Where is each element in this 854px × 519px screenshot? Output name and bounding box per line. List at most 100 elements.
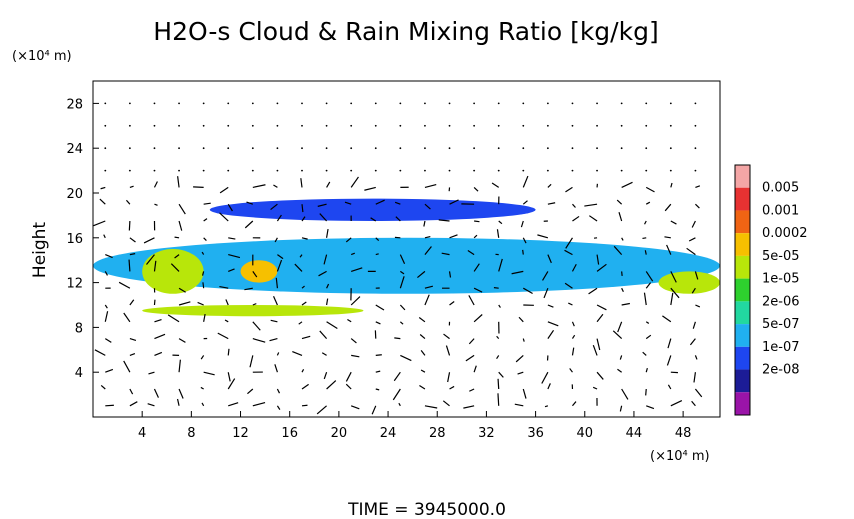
- wind-dot: [374, 169, 377, 172]
- wind-arrow: [153, 181, 158, 188]
- wind-dot: [399, 102, 402, 105]
- y-tick-label: 12: [66, 277, 83, 292]
- wind-arrow: [246, 201, 254, 205]
- wind-dot: [497, 124, 500, 127]
- wind-arrow: [370, 217, 377, 222]
- wind-arrow: [596, 263, 607, 272]
- wind-arrow: [621, 181, 633, 188]
- wind-arrow: [244, 287, 253, 291]
- wind-dot: [202, 169, 205, 172]
- wind-arrow: [201, 251, 205, 255]
- wind-dot: [424, 124, 426, 127]
- wind-arrow: [252, 338, 266, 343]
- wind-arrow: [170, 263, 180, 272]
- wind-arrow: [399, 276, 405, 289]
- wind-arrow: [197, 301, 204, 306]
- x-tick-label: 16: [281, 426, 298, 441]
- wind-arrow: [417, 270, 426, 279]
- wind-arrow: [449, 385, 455, 390]
- wind-arrow: [670, 271, 677, 283]
- colorbar-frame: [734, 164, 751, 416]
- wind-arrow: [227, 203, 233, 212]
- wind-arrow: [301, 285, 305, 289]
- wind-arrow: [448, 271, 452, 278]
- wind-dot: [374, 102, 377, 105]
- wind-arrow: [252, 303, 257, 306]
- wind-dot: [596, 147, 598, 150]
- wind-arrow: [128, 220, 131, 231]
- wind-arrow: [228, 254, 241, 259]
- wind-arrow: [441, 252, 450, 256]
- wind-arrow: [351, 354, 360, 358]
- wind-arrow: [129, 388, 134, 395]
- wind-arrow: [497, 393, 500, 406]
- wind-arrow: [645, 388, 647, 396]
- wind-arrow: [104, 311, 109, 322]
- wind-arrow: [321, 352, 327, 356]
- colorbar-swatch: [735, 233, 750, 256]
- x-tick-label: 40: [576, 426, 593, 441]
- wind-arrow: [694, 355, 698, 360]
- y-tick-label: 4: [75, 366, 83, 381]
- wind-arrow: [493, 287, 499, 289]
- x-tick-label: 4: [138, 426, 146, 441]
- wind-arrow: [224, 319, 229, 323]
- wind-arrow: [350, 405, 360, 410]
- wind-arrow: [449, 234, 458, 239]
- wind-arrow: [129, 299, 135, 306]
- wind-arrow: [252, 321, 261, 331]
- wind-dot: [669, 169, 672, 172]
- wind-arrow: [301, 216, 306, 222]
- wind-arrow: [148, 371, 155, 375]
- wind-dot: [178, 147, 180, 150]
- wind-arrow: [621, 237, 624, 241]
- wind-dot: [669, 124, 672, 127]
- wind-arrow: [154, 351, 163, 356]
- wind-arrow: [154, 203, 158, 206]
- wind-arrow: [565, 186, 573, 193]
- wind-dot: [669, 102, 672, 105]
- wind-dot: [473, 147, 476, 150]
- wind-arrow: [617, 321, 623, 333]
- colorbar-swatch: [735, 301, 750, 325]
- wind-arrow: [424, 246, 432, 255]
- wind-arrow: [202, 282, 205, 289]
- wind-dot: [374, 147, 377, 150]
- wind-arrow: [103, 234, 106, 239]
- wind-arrow: [473, 287, 483, 293]
- wind-arrow: [154, 333, 166, 340]
- wind-arrow: [203, 202, 211, 205]
- wind-arrow: [227, 378, 236, 390]
- wind-arrow: [691, 400, 696, 407]
- wind-dot: [620, 102, 623, 105]
- wind-arrow: [375, 354, 382, 356]
- wind-arrow: [247, 388, 254, 395]
- wind-arrow: [463, 405, 475, 409]
- colorbar-level-label: 0.001: [762, 203, 799, 218]
- wind-arrow: [345, 383, 352, 390]
- wind-dot: [448, 147, 451, 150]
- wind-dot: [473, 102, 476, 105]
- wind-dot: [571, 124, 574, 127]
- x-tick-label: 24: [380, 426, 397, 441]
- wind-arrow: [219, 186, 229, 194]
- wind-arrow: [666, 244, 672, 255]
- wind-arrow: [686, 247, 696, 256]
- wind-arrow: [178, 220, 183, 231]
- wind-dot: [694, 124, 697, 127]
- wind-dot: [227, 124, 230, 127]
- wind-arrow: [400, 270, 405, 275]
- colorbar-swatch: [735, 210, 750, 234]
- wind-dot: [104, 147, 107, 150]
- wind-dot: [546, 147, 549, 150]
- x-tick-label: 8: [187, 426, 195, 441]
- wind-arrow: [400, 354, 412, 362]
- wind-arrow: [644, 250, 647, 255]
- wind-dot: [350, 124, 353, 127]
- wind-arrow: [491, 182, 500, 188]
- colorbar-swatch: [735, 346, 750, 370]
- wind-arrow: [537, 234, 549, 239]
- wind-arrow: [217, 332, 229, 340]
- y-axis-label: Height: [30, 222, 50, 279]
- wind-dot: [227, 147, 230, 150]
